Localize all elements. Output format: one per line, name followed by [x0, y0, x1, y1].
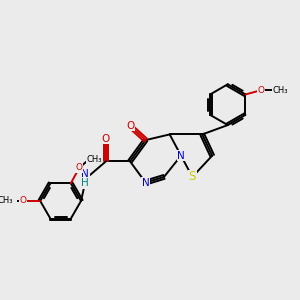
Text: O: O: [126, 121, 134, 131]
Text: O: O: [76, 163, 83, 172]
Text: O: O: [20, 196, 27, 206]
Text: S: S: [189, 170, 196, 183]
Text: H: H: [81, 178, 89, 188]
Text: O: O: [102, 134, 110, 144]
Text: CH₃: CH₃: [0, 196, 13, 206]
Text: N: N: [177, 151, 185, 161]
Text: N: N: [142, 178, 149, 188]
Text: O: O: [257, 86, 265, 95]
Text: CH₃: CH₃: [87, 155, 102, 164]
Text: CH₃: CH₃: [272, 86, 288, 95]
Text: N: N: [81, 169, 89, 179]
